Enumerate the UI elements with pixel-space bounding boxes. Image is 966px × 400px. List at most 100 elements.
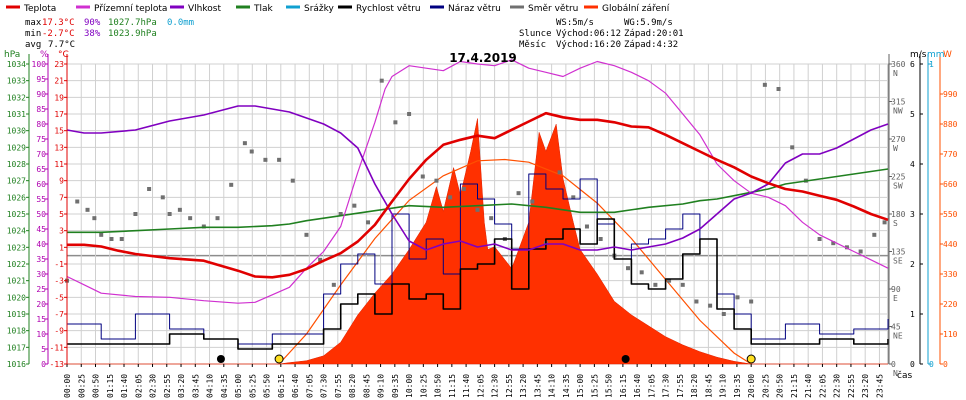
legend-item-pressure[interactable]: Tlak <box>236 4 274 14</box>
humidity-tick-label: 80 <box>36 120 46 129</box>
legend-item-wind-dir[interactable]: Směr větru <box>510 4 578 14</box>
wind-dir-tick-label: 225 <box>891 173 906 182</box>
x-tick-label: 17:30 <box>662 374 671 398</box>
wind-dir-tick-label: 360 <box>891 60 906 69</box>
temperature-tick-label: -7 <box>54 310 64 319</box>
wind-dir-point <box>626 266 631 271</box>
info-sunset: Západ:20:01 <box>624 29 684 39</box>
wind-dir-point <box>99 232 104 237</box>
humidity-tick-label: 55 <box>36 195 46 204</box>
legend-item-precip[interactable]: Srážky <box>286 4 335 14</box>
solar-tick-label: 770 <box>943 150 958 159</box>
wind-dir-point <box>167 212 172 216</box>
wind-dir-point <box>229 182 234 187</box>
x-tick-label: 05:00 <box>234 374 243 398</box>
solar-tick-label: 660 <box>943 180 958 189</box>
wind-dir-tick-label: 315 <box>891 98 906 107</box>
wind-speed-tick-label: 6 <box>910 60 915 69</box>
wind-dir-point <box>571 195 576 200</box>
legend-item-humidity[interactable]: Vlhkost <box>170 4 221 14</box>
pressure-tick-label: 1030 <box>7 127 26 136</box>
wind-dir-point <box>133 212 138 216</box>
pressure-tick-label: 1026 <box>7 193 26 202</box>
wind-speed-line <box>67 218 889 350</box>
pressure-tick-label: 1023 <box>7 243 26 252</box>
wind-speed-tick-label: 3 <box>910 210 915 219</box>
info-sun-label: Slunce <box>519 29 552 39</box>
wind-dir-point <box>882 220 887 225</box>
wind-dir-point <box>530 199 535 204</box>
x-tick-label: 04:10 <box>206 374 215 398</box>
wind-dir-point <box>92 216 97 221</box>
wind-dir-point <box>393 120 398 125</box>
solar-tick-label: 880 <box>943 120 958 129</box>
temperature-tick-label: 21 <box>54 77 64 86</box>
wind-speed-tick-label: 4 <box>910 160 915 169</box>
stats-max-label: max <box>25 18 42 28</box>
pressure-tick-label: 1025 <box>7 210 26 219</box>
sun-moon-info: WS:5m/s WG:5.9m/s Slunce Východ:06:12 Zá… <box>519 18 684 50</box>
humidity-tick-label: 40 <box>36 240 46 249</box>
wind-dir-point <box>735 295 740 300</box>
moonset-icon <box>216 355 225 363</box>
x-tick-label: 02:55 <box>163 374 172 398</box>
humidity-tick-label: 65 <box>36 165 46 174</box>
axis-unit-labels: hPa % °C m/s mm W čas <box>4 50 952 381</box>
x-tick-label: 10:50 <box>434 374 443 398</box>
solar-tick-label: 550 <box>943 210 958 219</box>
x-tick-label: 18:20 <box>690 374 699 398</box>
x-tick-label: 19:35 <box>733 374 742 398</box>
x-tick-label: 18:45 <box>704 374 713 398</box>
x-tick-label: 02:05 <box>134 374 143 398</box>
legend-item-temperature[interactable]: Teplota <box>6 4 56 14</box>
temperature-tick-label: -9 <box>54 327 64 336</box>
legend-item-dewpoint[interactable]: Přízemní teplota <box>76 4 167 14</box>
temperature-tick-label: 7 <box>59 193 64 202</box>
legend-label-wind-gust: Náraz větru <box>448 4 501 14</box>
solar-tick-label: 110 <box>943 330 958 339</box>
wind-dir-point <box>762 82 767 87</box>
x-tick-label: 05:50 <box>263 374 272 398</box>
x-tick-label: 07:55 <box>334 374 343 398</box>
wind-dir-point <box>290 178 295 183</box>
wind-dir-dir-label: N <box>893 69 898 78</box>
temperature-tick-label: 17 <box>54 110 64 119</box>
legend-item-solar[interactable]: Globální záření <box>584 4 670 14</box>
pressure-tick-label: 1022 <box>7 260 26 269</box>
stats-min-humidity: 38% <box>84 29 101 39</box>
wind-dir-point <box>516 191 521 196</box>
info-wind-gust: WG:5.9m/s <box>624 18 673 28</box>
wind-dir-dir-label: S <box>893 219 898 228</box>
temperature-tick-label: 9 <box>59 177 64 186</box>
wind-dir-point <box>304 232 309 237</box>
stats-block: max 17.3°C 90% 1027.7hPa 0.0mm min -2.7°… <box>25 18 194 50</box>
wind-dir-point <box>448 195 453 200</box>
wind-dir-point <box>249 149 254 154</box>
x-tick-label: 14:35 <box>562 374 571 398</box>
x-tick-label: 11:15 <box>448 374 457 398</box>
x-tick-label: 00:50 <box>92 374 101 398</box>
x-tick-label: 19:10 <box>719 374 728 398</box>
x-tick-label: 13:45 <box>533 374 542 398</box>
pressure-tick-label: 1029 <box>7 143 26 152</box>
wind-speed-tick-label: 0 <box>910 360 915 369</box>
stats-avg-temp: 7.7°C <box>48 40 75 50</box>
humidity-tick-label: 45 <box>36 225 46 234</box>
wind-dir-tick-label: 45 <box>891 323 901 332</box>
humidity-tick-label: 5 <box>41 345 46 354</box>
x-tick-label: 23:20 <box>861 374 870 398</box>
wind-dir-point <box>109 237 114 241</box>
wind-dir-point <box>147 187 152 191</box>
solar-tick-label: 330 <box>943 270 958 279</box>
stats-min-pressure: 1023.9hPa <box>108 29 157 39</box>
legend-item-wind-speed[interactable]: Rychlost větru <box>338 4 421 14</box>
temperature-tick-label: 23 <box>54 60 64 69</box>
legend-label-dewpoint: Přízemní teplota <box>94 4 167 14</box>
wind-dir-dir-label: N <box>893 369 898 378</box>
pressure-tick-label: 1019 <box>7 310 26 319</box>
x-tick-label: 01:40 <box>120 374 129 398</box>
wind-dir-point <box>85 207 90 212</box>
sunrise-icon <box>274 354 284 364</box>
legend-item-wind-gust[interactable]: Náraz větru <box>430 4 501 14</box>
